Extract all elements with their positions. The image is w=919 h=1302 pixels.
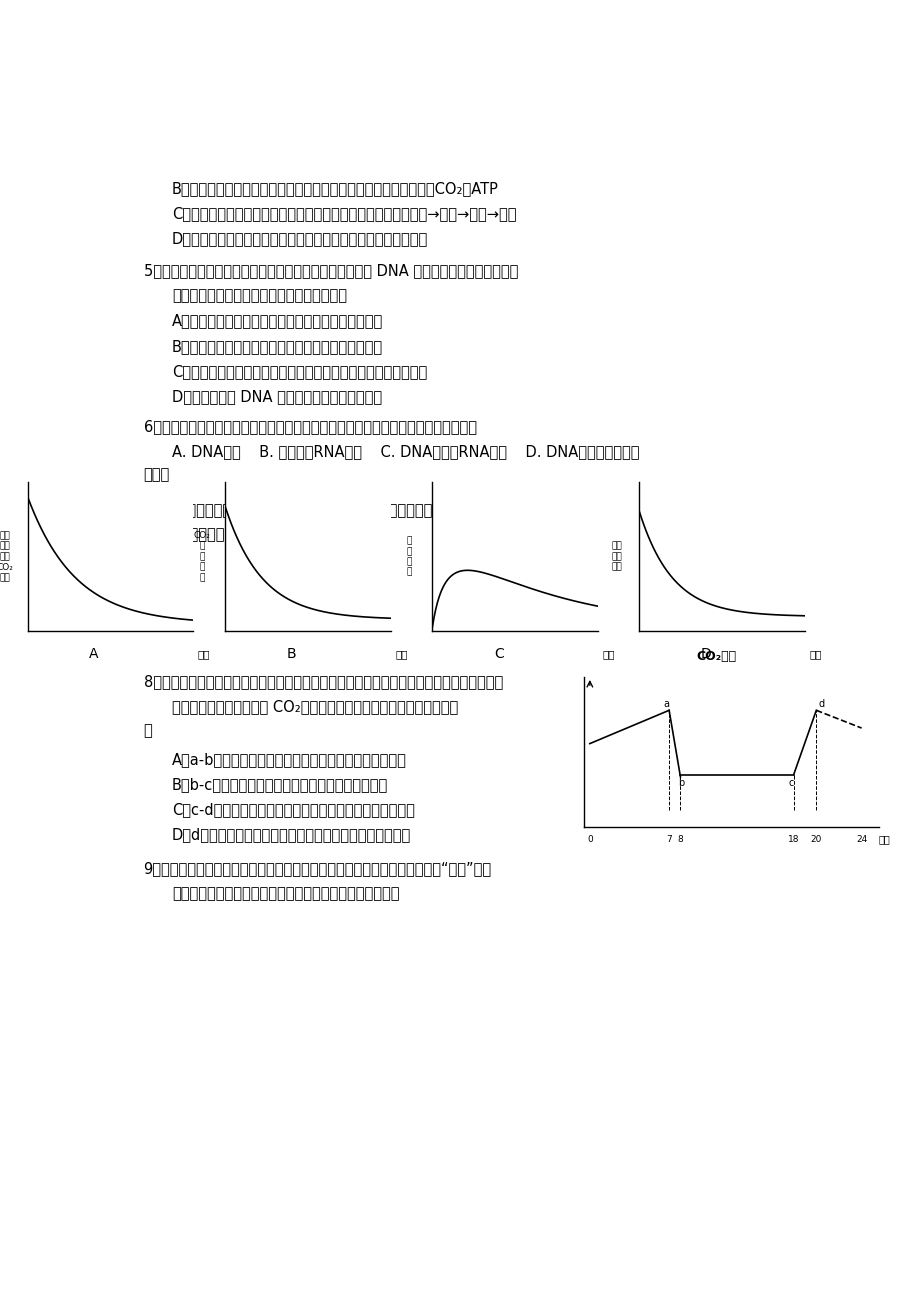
Text: C: C xyxy=(494,647,503,660)
Text: B．酵母菌经捿碎离心后获得细胞溶胶，加入丙酮酸，可产生酒精、CO₂与ATP: B．酵母菌经捿碎离心后获得细胞溶胶，加入丙酮酸，可产生酒精、CO₂与ATP xyxy=(172,181,498,197)
Text: A. DNA复制    B. 蛋白质和RNA合成    C. DNA复制和RNA合成    D. DNA复制和有关蛋白: A. DNA复制 B. 蛋白质和RNA合成 C. DNA复制和RNA合成 D. … xyxy=(172,444,639,460)
Text: C．用血细胞计数板对酵母菌进行计数时，方格内计数次序为左上→右上→右下→左下: C．用血细胞计数板对酵母菌进行计数时，方格内计数次序为左上→右上→右下→左下 xyxy=(172,207,516,221)
Text: C．骨髄造血干细胞的增殖速度变慢，白细胞的恶性增殖得到控制: C．骨髄造血干细胞的增殖速度变慢，白细胞的恶性增殖得到控制 xyxy=(172,363,426,379)
Text: D．d点后呼吸作用速率缓慢是因为温度较低而影响酶的活性: D．d点后呼吸作用速率缓慢是因为温度较低而影响酶的活性 xyxy=(172,827,411,842)
Text: b: b xyxy=(677,777,684,788)
Text: 时间: 时间 xyxy=(198,650,210,660)
Text: C．c-d段密闭钟罩内氧气含量充足，呼吸作用速率逐渐提高: C．c-d段密闭钟罩内氧气含量充足，呼吸作用速率逐渐提高 xyxy=(172,802,414,816)
Text: 体内有乙醇脱氢酶但不含有乙醇脱氢酶。下列说法正确的是: 体内有乙醇脱氢酶但不含有乙醇脱氢酶。下列说法正确的是 xyxy=(172,887,399,901)
Text: 测得晴朗的一昼夜钟罩内 CO₂浓度变化曲线如图所示，以下分析正确的: 测得晴朗的一昼夜钟罩内 CO₂浓度变化曲线如图所示，以下分析正确的 xyxy=(172,699,458,715)
Text: 表层
糖白
速率: 表层 糖白 速率 xyxy=(610,542,621,572)
Text: 时间: 时间 xyxy=(602,650,615,660)
Text: 7: 7 xyxy=(665,835,671,844)
Text: A．淡巴细胞的生成加快，从而使机体的免疫功能增强: A．淡巴细胞的生成加快，从而使机体的免疫功能增强 xyxy=(172,314,383,328)
Text: B．糖蛋白的合成增加，从而使癌细胞的转移速度变慢: B．糖蛋白的合成增加，从而使癌细胞的转移速度变慢 xyxy=(172,339,382,354)
Text: 进入癌症患者体内后，机体可能发生的变化是: 进入癌症患者体内后，机体可能发生的变化是 xyxy=(172,289,346,303)
Text: d: d xyxy=(818,699,823,710)
Text: 呼
吸
速
率: 呼 吸 速 率 xyxy=(406,536,412,577)
Text: 5．阿糖胞苷是一种噸啄类抗癌药物，在细胞中能有效抑制 DNA 聚合酶的合成。当阿糖胞苷: 5．阿糖胞苷是一种噸啄类抗癌药物，在细胞中能有效抑制 DNA 聚合酶的合成。当阿… xyxy=(143,263,517,279)
Text: D．酵母菌不存在细胞分化现象，但必定存在细胞衰老和凋亡现象: D．酵母菌不存在细胞分化现象，但必定存在细胞衰老和凋亡现象 xyxy=(172,232,428,246)
Text: B．b-c段时，植物叶肉细胞的光合速率大于呼吸速率: B．b-c段时，植物叶肉细胞的光合速率大于呼吸速率 xyxy=(172,777,388,792)
Text: 6．洋葱根尖分生区细胞分裂间期，细胞核中发生着复杂的变化。下列叙述最准确的是: 6．洋葱根尖分生区细胞分裂间期，细胞核中发生着复杂的变化。下列叙述最准确的是 xyxy=(143,419,476,434)
Text: c: c xyxy=(788,777,792,788)
Text: CO₂
固
定
速
率: CO₂ 固 定 速 率 xyxy=(194,531,210,582)
Text: 24: 24 xyxy=(855,835,867,844)
Text: 9．以酒待客是我国的传统习俗，乙醇进入人体后的代谢途径如下图所示。会“红脸”的人: 9．以酒待客是我国的传统习俗，乙醇进入人体后的代谢途径如下图所示。会“红脸”的人 xyxy=(143,861,491,876)
Text: 时间: 时间 xyxy=(809,650,822,660)
Text: 0: 0 xyxy=(586,835,592,844)
Text: D．使癌细胞的 DNA 复制加快，使细胞周期变短: D．使癌细胞的 DNA 复制加快，使细胞周期变短 xyxy=(172,389,381,404)
Text: 20: 20 xyxy=(810,835,821,844)
Text: 质合成: 质合成 xyxy=(143,467,170,482)
Text: 18: 18 xyxy=(787,835,799,844)
Text: D: D xyxy=(699,647,710,660)
Text: CO₂浓度: CO₂浓度 xyxy=(696,650,736,663)
Text: 时间: 时间 xyxy=(395,650,408,660)
Text: 是: 是 xyxy=(143,723,153,738)
Text: 8．将生长旺盛的某农作物植株培养在密闭、透光的玻璃钟罩内，在温度适宜恒定的条件下，: 8．将生长旺盛的某农作物植株培养在密闭、透光的玻璃钟罩内，在温度适宜恒定的条件下… xyxy=(143,674,502,690)
Text: B: B xyxy=(287,647,296,660)
Text: A: A xyxy=(89,647,98,660)
Text: 7．将绿色植物置于密闭的装置中连续光照培养，光照强度、温度均适宜且恒定，关于培养: 7．将绿色植物置于密闭的装置中连续光照培养，光照强度、温度均适宜且恒定，关于培养 xyxy=(143,503,494,517)
Text: 时间: 时间 xyxy=(878,835,890,845)
Text: a: a xyxy=(663,699,669,710)
Text: 8: 8 xyxy=(676,835,683,844)
Text: 过程的曲线图，正确的是: 过程的曲线图，正确的是 xyxy=(172,527,268,542)
Text: A．a-b段随着光照强度逐渐增加，光合作用速率逐渐提高: A．a-b段随着光照强度逐渐增加，光合作用速率逐渐提高 xyxy=(172,751,406,767)
Text: 装置
内气
体中
CO₂
浓度: 装置 内气 体中 CO₂ 浓度 xyxy=(0,531,13,582)
